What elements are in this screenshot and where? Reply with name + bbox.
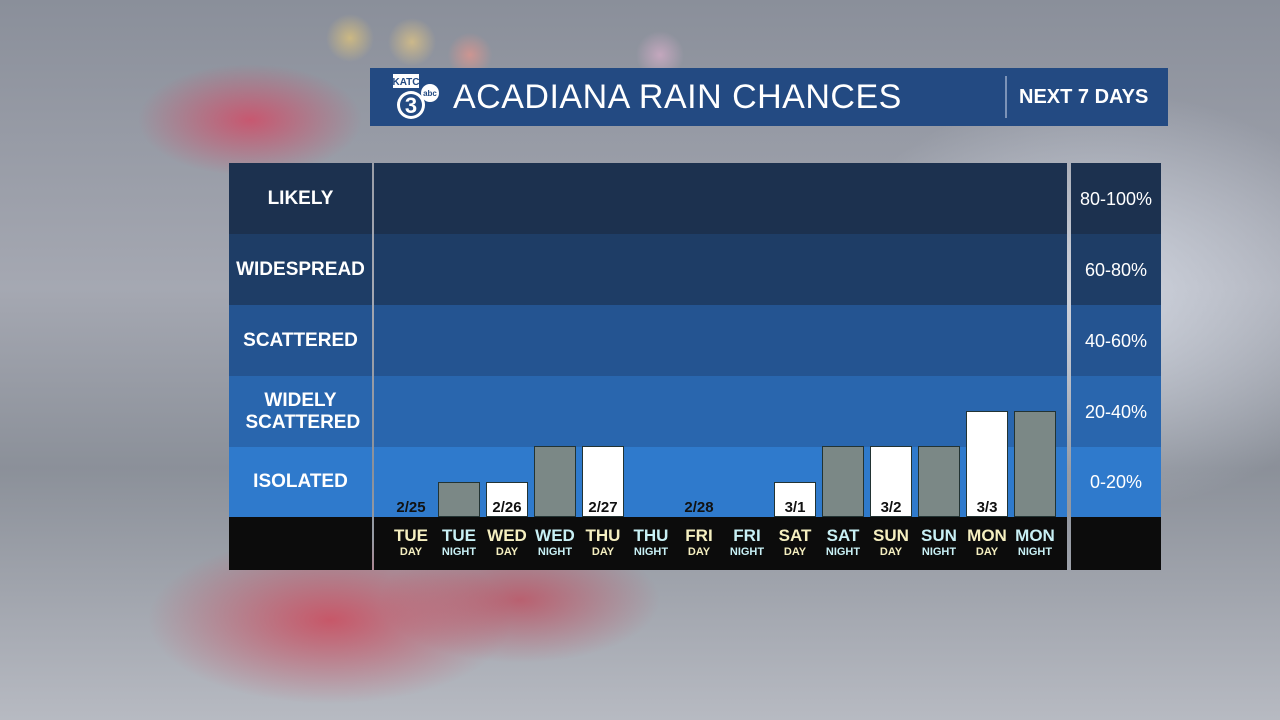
bar-wed-night bbox=[534, 446, 576, 517]
period-label: SUN DAY bbox=[867, 527, 915, 559]
period-label: SAT DAY bbox=[771, 527, 819, 559]
period-part: NIGHT bbox=[441, 546, 477, 558]
date-label: 3/2 bbox=[880, 499, 902, 516]
bar-sun-day bbox=[870, 446, 912, 517]
period-day: FRI bbox=[685, 526, 713, 545]
footer-spacer bbox=[1071, 517, 1161, 570]
category-widespread: WIDESPREAD bbox=[229, 234, 372, 305]
period-label-strip bbox=[374, 517, 1067, 570]
period-day: TUE bbox=[394, 526, 428, 545]
bar-wed-day bbox=[486, 482, 528, 517]
period-label: WED NIGHT bbox=[531, 527, 579, 559]
date-label: 2/25 bbox=[396, 499, 426, 516]
period-part: DAY bbox=[879, 546, 903, 558]
svg-text:abc: abc bbox=[423, 89, 437, 98]
bar-sun-night bbox=[918, 446, 960, 517]
date-label: 3/3 bbox=[976, 499, 998, 516]
period-day: MON bbox=[1015, 526, 1055, 545]
band-widespread bbox=[374, 234, 1067, 305]
period-label: SUN NIGHT bbox=[915, 527, 963, 559]
category-scattered: SCATTERED bbox=[229, 305, 372, 376]
rain-chance-chart: 2/25 TUE DAY TUE NIGHT 2/26 WED DAY WED NIGHT 2/27… bbox=[374, 163, 1067, 570]
category-likely: LIKELY bbox=[229, 163, 372, 234]
period-part: NIGHT bbox=[729, 546, 765, 558]
range-80-100: 80-100% bbox=[1071, 163, 1161, 234]
period-part: NIGHT bbox=[825, 546, 861, 558]
period-day: SUN bbox=[873, 526, 909, 545]
period-day: SAT bbox=[778, 526, 812, 545]
period-day: SAT bbox=[826, 526, 860, 545]
bar-mon-night bbox=[1014, 411, 1056, 517]
category-isolated: ISOLATED bbox=[229, 447, 372, 517]
period-day: FRI bbox=[733, 526, 761, 545]
date-label: 2/28 bbox=[684, 499, 714, 516]
period-label: FRI NIGHT bbox=[723, 527, 771, 559]
range-60-80: 60-80% bbox=[1071, 234, 1161, 305]
period-label: MON DAY bbox=[963, 527, 1011, 559]
band-likely bbox=[374, 163, 1067, 234]
page-subtitle: NEXT 7 DAYS bbox=[1019, 86, 1149, 108]
period-day: SUN bbox=[921, 526, 957, 545]
category-labels: LIKELY WIDESPREAD SCATTERED WIDELY SCATT… bbox=[229, 163, 372, 570]
period-part: NIGHT bbox=[633, 546, 669, 558]
category-label: WIDELY SCATTERED bbox=[245, 389, 361, 433]
category-widely-scattered: WIDELY SCATTERED bbox=[229, 376, 372, 447]
period-day: WED bbox=[535, 526, 575, 545]
period-part: NIGHT bbox=[537, 546, 573, 558]
period-part: NIGHT bbox=[1017, 546, 1053, 558]
period-part: NIGHT bbox=[921, 546, 957, 558]
footer-spacer bbox=[229, 517, 372, 570]
svg-text:KATC: KATC bbox=[392, 77, 419, 88]
katc-logo-icon: KATC 3 abc bbox=[392, 74, 439, 119]
title-banner bbox=[370, 68, 1168, 126]
date-label: 2/26 bbox=[492, 499, 522, 516]
period-day: WED bbox=[487, 526, 527, 545]
bar-sat-night bbox=[822, 446, 864, 517]
period-label: MON NIGHT bbox=[1011, 527, 1059, 559]
period-label: FRI DAY bbox=[675, 527, 723, 559]
range-20-40: 20-40% bbox=[1071, 376, 1161, 447]
bar-mon-day bbox=[966, 411, 1008, 517]
svg-text:3: 3 bbox=[405, 93, 417, 118]
period-label: TUE NIGHT bbox=[435, 527, 483, 559]
range-0-20: 0-20% bbox=[1071, 447, 1161, 517]
period-part: DAY bbox=[975, 546, 999, 558]
band-scattered bbox=[374, 305, 1067, 376]
bar-sat-day bbox=[774, 482, 816, 517]
date-label: 2/27 bbox=[588, 499, 618, 516]
bar-thu-day bbox=[582, 446, 624, 517]
page-title: ACADIANA RAIN CHANCES bbox=[453, 78, 902, 116]
bar-tue-night bbox=[438, 482, 480, 517]
period-part: DAY bbox=[591, 546, 615, 558]
period-part: DAY bbox=[495, 546, 519, 558]
period-day: THU bbox=[585, 526, 621, 545]
percent-ranges: 80-100% 60-80% 40-60% 20-40% 0-20% bbox=[1071, 163, 1161, 570]
period-day: TUE bbox=[442, 526, 476, 545]
header-divider bbox=[1005, 76, 1007, 118]
period-label: THU NIGHT bbox=[627, 527, 675, 559]
period-label: THU DAY bbox=[579, 527, 627, 559]
period-part: DAY bbox=[783, 546, 807, 558]
band-widely-scattered bbox=[374, 376, 1067, 447]
period-label: SAT NIGHT bbox=[819, 527, 867, 559]
period-part: DAY bbox=[687, 546, 711, 558]
period-label: TUE DAY bbox=[387, 527, 435, 559]
period-part: DAY bbox=[399, 546, 423, 558]
period-label: WED DAY bbox=[483, 527, 531, 559]
date-label: 3/1 bbox=[784, 499, 806, 516]
period-day: THU bbox=[633, 526, 669, 545]
period-day: MON bbox=[967, 526, 1007, 545]
range-40-60: 40-60% bbox=[1071, 305, 1161, 376]
